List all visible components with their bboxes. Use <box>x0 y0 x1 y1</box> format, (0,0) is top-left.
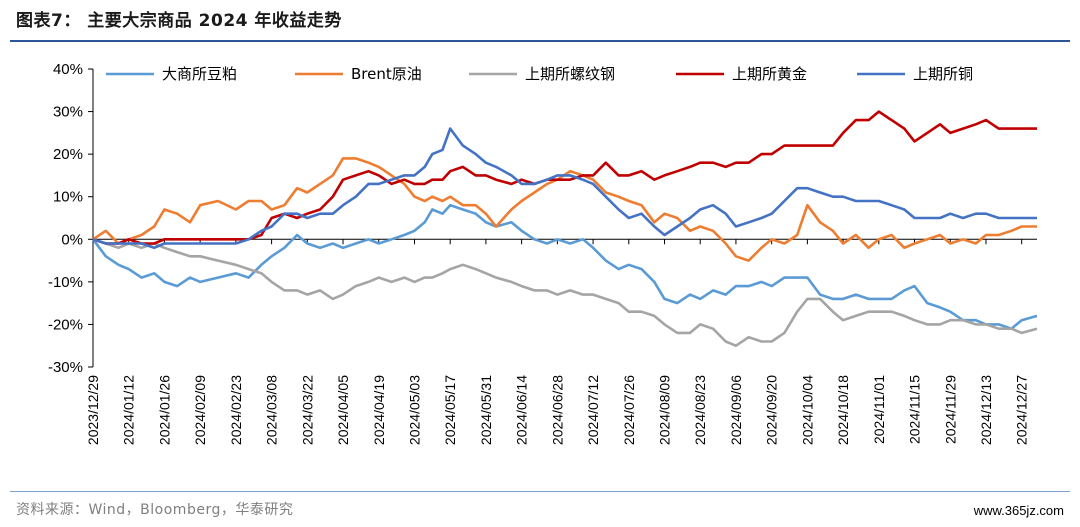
title-rule <box>10 40 1070 42</box>
x-tick-label: 2024/08/23 <box>692 375 708 445</box>
x-tick-label: 2024/11/15 <box>907 375 923 444</box>
y-tick-label: 20% <box>53 146 83 163</box>
x-tick-label: 2024/11/29 <box>942 375 958 444</box>
y-tick-label: 30% <box>53 104 83 121</box>
legend-label: 大商所豆粕 <box>162 65 237 83</box>
x-tick-label: 2024/03/08 <box>264 375 280 445</box>
y-tick-label: 10% <box>53 189 83 206</box>
x-tick-label: 2024/01/26 <box>156 375 172 445</box>
x-tick-label: 2024/07/12 <box>585 375 601 445</box>
x-tick-label: 2024/09/06 <box>728 375 744 445</box>
x-tick-label: 2024/05/31 <box>478 375 494 445</box>
legend-label: 上期所黄金 <box>732 65 807 83</box>
x-tick-label: 2024/12/27 <box>1014 375 1030 445</box>
footer-rule <box>10 491 1070 492</box>
legend-label: Brent原油 <box>351 65 422 83</box>
x-tick-label: 2024/06/28 <box>549 375 565 445</box>
x-tick-label: 2024/10/04 <box>799 375 815 445</box>
x-tick-label: 2024/10/18 <box>835 375 851 445</box>
x-tick-label: 2023/12/29 <box>85 375 101 445</box>
y-axis: 40% 30% 20% 10% 0% -10% -20% -30% <box>48 61 94 376</box>
line-chart: 40%30%20%10%0%-10%-20%-30% 2023/12/29 202… <box>48 61 1038 445</box>
x-tick-label: 2024/07/26 <box>621 375 637 445</box>
x-tick-label: 2024/05/03 <box>406 375 422 445</box>
x-tick-label: 2024/09/20 <box>764 375 780 445</box>
x-tick-label: 2024/05/17 <box>442 375 458 445</box>
series-line-4 <box>92 110 1037 245</box>
y-tick-label: -10% <box>48 274 83 291</box>
x-tick-label: 2024/04/19 <box>371 375 387 445</box>
x-tick-label: 2024/04/05 <box>335 375 351 445</box>
x-tick-label: 2024/06/14 <box>514 375 530 445</box>
x-tick-label: 2024/03/22 <box>299 375 315 445</box>
x-tick-label: 2024/08/09 <box>657 375 673 445</box>
y-tick-label: 40% <box>53 61 83 78</box>
x-axis: 2023/12/29 2024/01/12 2024/01/26 2024/02/09… <box>85 238 1037 445</box>
figure-title: 图表7： 主要大宗商品 2024 年收益走势 <box>16 11 342 31</box>
source-note: 资料来源：Wind，Bloomberg，华泰研究 <box>16 502 294 518</box>
legend-label: 上期所螺纹钢 <box>525 65 615 83</box>
y-tick-label: 0% <box>61 231 83 248</box>
x-tick-label: 2024/11/01 <box>871 375 887 444</box>
x-tick-label: 2024/12/13 <box>978 375 994 445</box>
series-line-1 <box>91 203 1038 330</box>
series-layer <box>91 110 1038 347</box>
x-tick-label: 2024/01/12 <box>121 375 137 445</box>
series-line-2 <box>92 157 1037 262</box>
watermark: www.365jz.com <box>973 503 1064 518</box>
x-tick-label: 2024/02/23 <box>228 375 244 445</box>
series-line-3 <box>92 238 1038 347</box>
series-line-5 <box>92 127 1037 250</box>
y-tick-label: -30% <box>48 359 83 376</box>
legend: 大商所豆粕 Brent原油 上期所螺纹钢 上期所黄金 上期所铜 <box>106 65 973 83</box>
x-tick-label: 2024/02/09 <box>192 375 208 445</box>
legend-label: 上期所铜 <box>913 65 973 83</box>
y-tick-label: -20% <box>48 316 83 333</box>
